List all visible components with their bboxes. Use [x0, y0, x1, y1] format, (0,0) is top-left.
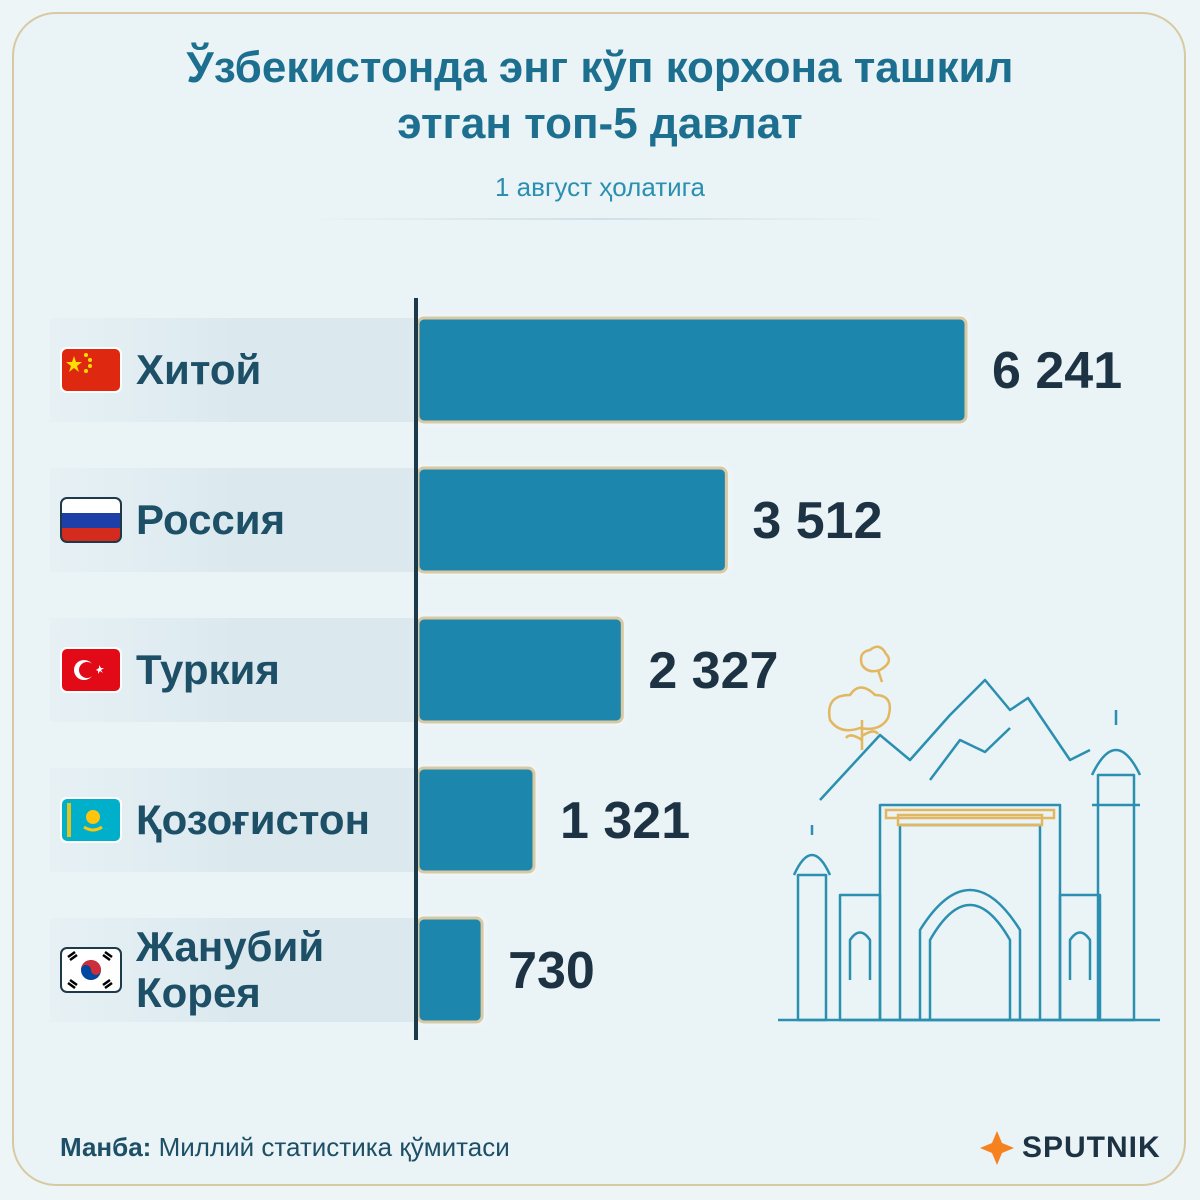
architecture-illustration-icon [778, 645, 1160, 1022]
russia-flag-icon [60, 497, 122, 543]
south-korea-flag-icon [60, 947, 122, 993]
turkey-flag-icon [60, 647, 122, 693]
source-label: Манба: [60, 1132, 152, 1162]
source-text: Миллий статистика қўмитаси [158, 1132, 510, 1162]
sputnik-logo: SPUTNIK [978, 1128, 1161, 1168]
chart-title-line-2: этган топ-5 давлат [397, 99, 803, 148]
china-flag-icon [60, 347, 122, 393]
category-label-4: Жанубий Корея [136, 924, 324, 1016]
category-label-line: Туркия [136, 646, 280, 693]
category-label-line: Хитой [136, 346, 262, 393]
category-label-0: Хитой [136, 347, 261, 393]
category-label-line: Россия [136, 496, 286, 543]
bar-2 [416, 616, 624, 724]
value-label-3: 1 321 [560, 792, 690, 850]
bar-0 [416, 316, 968, 424]
bar-1 [416, 466, 728, 574]
category-label-line: Жанубий [136, 923, 325, 970]
bar-3 [416, 766, 536, 874]
sputnik-star-icon [980, 1131, 1014, 1165]
chart-subtitle: 1 август ҳолатига [494, 172, 706, 202]
title-divider [310, 218, 890, 220]
value-label-4: 730 [508, 942, 595, 1000]
source-note: Манба: Миллий статистика қўмитаси [60, 1132, 510, 1163]
value-label-1: 3 512 [752, 492, 882, 550]
category-label-1: Россия [136, 497, 285, 543]
category-label-line: Қозоғистон [136, 796, 370, 843]
value-label-2: 2 327 [648, 642, 778, 700]
value-label-0: 6 241 [992, 342, 1122, 400]
logo-text: SPUTNIK [1022, 1131, 1161, 1164]
chart-title: Ўзбекистонда энг кўп корхона ташкил этга… [0, 40, 1200, 152]
kazakhstan-flag-icon [60, 797, 122, 843]
category-label-line: Корея [136, 969, 261, 1016]
category-label-3: Қозоғистон [136, 797, 370, 843]
bar-4 [416, 916, 484, 1024]
category-label-2: Туркия [136, 647, 280, 693]
chart-title-line-1: Ўзбекистонда энг кўп корхона ташкил [186, 43, 1014, 92]
